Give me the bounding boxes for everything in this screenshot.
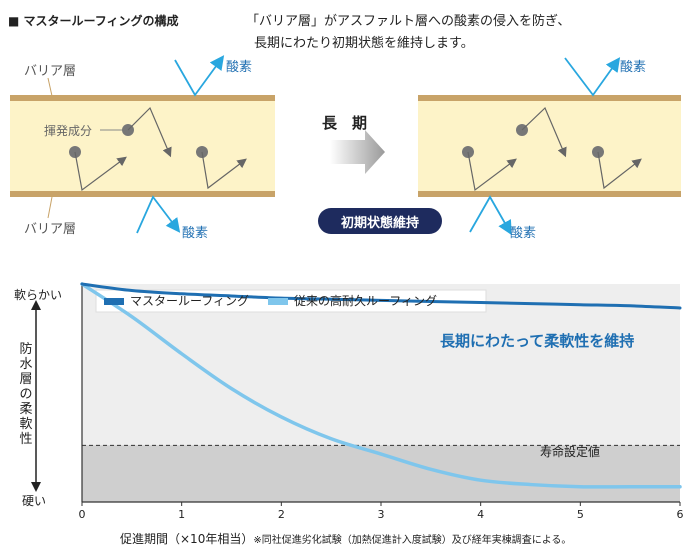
note-line-1: 「バリア層」がアスファルト層への酸素の侵入を防ぎ、 — [246, 14, 571, 29]
section-title: ■ マスタールーフィングの構成 — [8, 14, 179, 28]
legend-swatch-master — [104, 298, 124, 305]
x-tick-label: 4 — [477, 508, 484, 521]
oxygen-bounce-top-right — [564, 57, 621, 97]
long-term-label: 長 期 — [322, 114, 368, 132]
x-tick-label: 5 — [577, 508, 584, 521]
y-axis-label: 防水層の柔軟性 — [19, 342, 33, 447]
legend-label-master: マスタールーフィング — [130, 294, 250, 308]
layer-diagram-svg — [10, 55, 681, 236]
oxygen-label-top-left: 酸素 — [226, 60, 253, 75]
highlight-label: 長期にわたって柔軟性を維持 — [440, 332, 635, 350]
x-tick-label: 2 — [278, 508, 285, 521]
volatile-molecules-left — [69, 106, 247, 192]
long-term-arrow — [330, 130, 385, 174]
asphalt-layer-left — [10, 98, 275, 194]
oxygen-label-top-right: 酸素 — [620, 60, 647, 75]
initial-state-badge-bg — [318, 208, 442, 234]
asphalt-layer-right — [418, 98, 681, 194]
barrier-bottom-label: バリア層 — [24, 222, 77, 237]
oxygen-bounce-bottom-right — [469, 195, 512, 236]
barrier-top-label: バリア層 — [24, 64, 77, 79]
barrier-top-right — [418, 95, 681, 101]
y-direction-arrow-up — [31, 300, 41, 310]
x-axis-note: ※同社促進劣化試験（加熱促進計入度試験）及び経年実棟調査による。 — [253, 535, 572, 546]
lifetime-label: 寿命設定値 — [540, 445, 601, 459]
barrier-bottom-left — [10, 191, 275, 197]
volatile-molecules-right — [462, 106, 642, 192]
x-tick-label: 1 — [178, 508, 185, 521]
legend-swatch-conventional — [268, 298, 288, 305]
oxygen-bounce-bottom-left — [136, 195, 181, 234]
x-axis-title: 促進期間（×10年相当） — [120, 532, 254, 546]
volatile-label: 揮発成分 — [44, 124, 93, 138]
series-line-conventional-roofing — [80, 282, 682, 489]
barrier-bottom-right — [418, 191, 681, 197]
x-tick-label: 6 — [677, 508, 684, 521]
oxygen-label-bottom-right: 酸素 — [510, 226, 537, 241]
y-bottom-label: 硬い — [22, 494, 47, 508]
flexibility-chart: 0 1 2 3 4 5 6 軟らかい 硬い 防水層の柔軟性 マスタールーフィング 従来の高耐… — [0, 270, 691, 554]
y-top-label: 軟らかい — [14, 288, 63, 302]
initial-state-badge: 初期状態維持 — [340, 216, 419, 231]
barrier-top-left — [10, 95, 275, 101]
legend-label-conventional: 従来の高耐久ルーフィング — [294, 294, 438, 308]
oxygen-bounce-top-left — [174, 55, 225, 97]
chart-svg: 0 1 2 3 4 5 6 — [31, 282, 684, 521]
x-tick-label: 0 — [79, 508, 86, 521]
note-line-2: 長期にわたり初期状態を維持します。 — [254, 36, 474, 51]
series-line-master-roofing — [80, 282, 682, 310]
x-axis-label: 促進期間（×10年相当）※同社促進劣化試験（加熱促進計入度試験）及び経年実棟調査… — [120, 530, 571, 547]
y-direction-arrow-down — [31, 482, 41, 492]
x-tick-label: 3 — [378, 508, 385, 521]
oxygen-label-bottom-left: 酸素 — [182, 226, 209, 241]
structure-diagram: ■ マスタールーフィングの構成 「バリア層」がアスファルト層への酸素の侵入を防ぎ… — [0, 0, 691, 260]
